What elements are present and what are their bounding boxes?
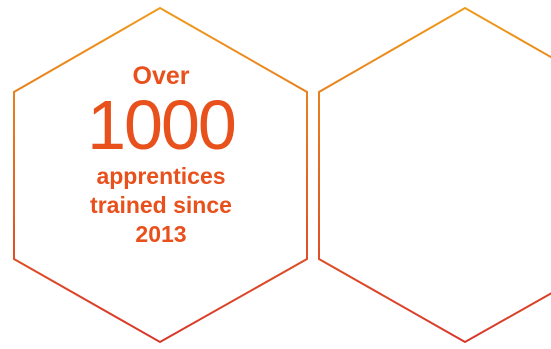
stat-prefix: Over xyxy=(132,62,190,90)
stat-hexagon-outline xyxy=(13,6,308,344)
stat-caption: apprentices trained since 2013 xyxy=(50,160,272,249)
stat-number: 1000 xyxy=(87,86,237,164)
apprentice-stat: Over 1000 apprentices trained since 2013 xyxy=(50,62,272,249)
stat-caption-line: trained since xyxy=(90,192,232,218)
stat-caption-line: apprentices xyxy=(96,163,226,189)
stat-caption-line: 2013 xyxy=(135,221,187,247)
empty-hexagon-outline xyxy=(318,6,551,344)
